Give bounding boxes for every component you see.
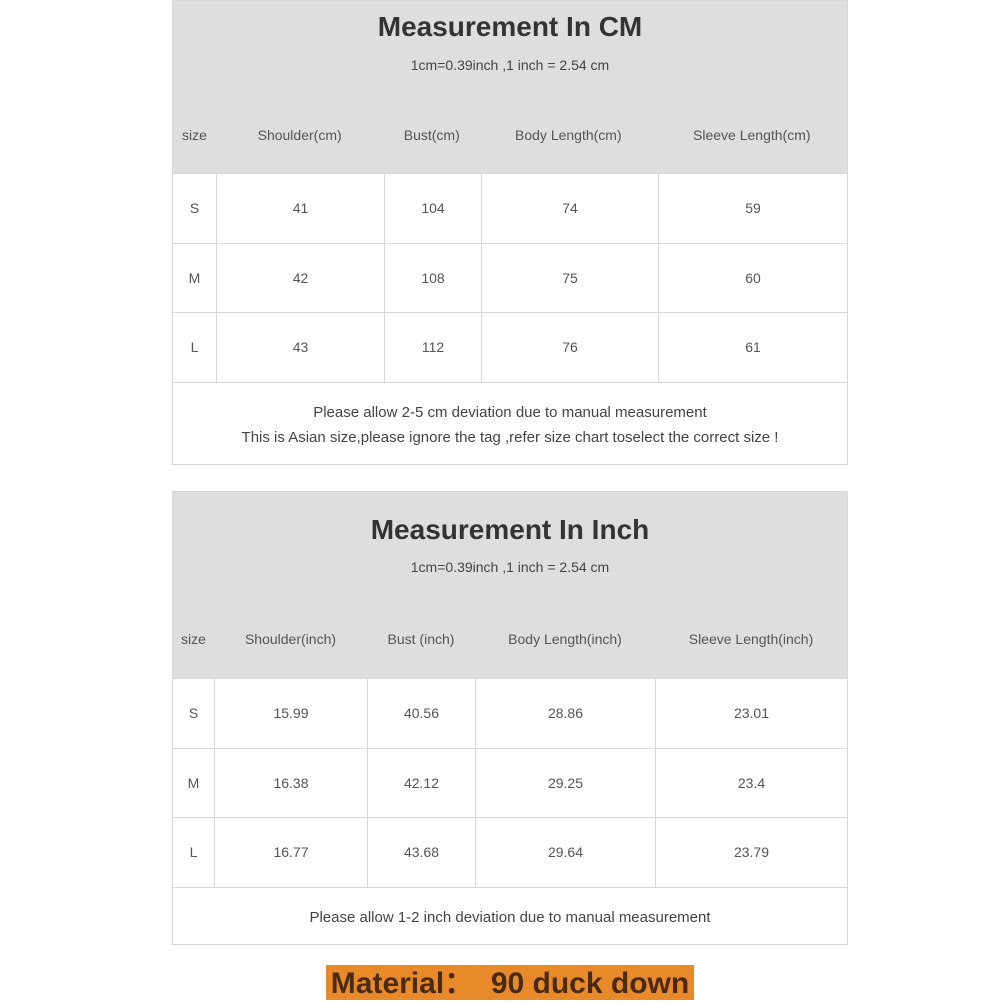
cm-table-title: Measurement In CM bbox=[377, 11, 643, 42]
column-header: size bbox=[181, 631, 206, 647]
column-header: Bust (inch) bbox=[387, 631, 455, 647]
value-cell: 29.25 bbox=[475, 748, 655, 817]
table-row: L 43 112 76 61 bbox=[173, 312, 847, 382]
column-header: size bbox=[181, 127, 207, 143]
value-cell: 104 bbox=[384, 174, 481, 243]
cm-table-notes: Please allow 2-5 cm deviation due to man… bbox=[173, 381, 847, 468]
cm-table-header: Measurement In CM 1cm=0.39inch ,1 inch =… bbox=[173, 1, 847, 173]
table-row: S 15.99 40.56 28.86 23.01 bbox=[173, 678, 847, 748]
value-cell: 23.79 bbox=[655, 818, 847, 887]
column-header: Bust(cm) bbox=[403, 127, 460, 143]
value-cell: 74 bbox=[481, 174, 658, 243]
value-cell: 28.86 bbox=[475, 679, 655, 748]
value-cell: 15.99 bbox=[214, 679, 367, 748]
inch-column-headers: size Shoulder(inch) Bust (inch) Body Len… bbox=[173, 625, 847, 653]
column-header: Sleeve Length(inch) bbox=[688, 631, 814, 647]
inch-table-notes: Please allow 1-2 inch deviation due to m… bbox=[173, 886, 847, 948]
value-cell: 41 bbox=[216, 174, 384, 243]
value-cell: 23.4 bbox=[655, 748, 847, 817]
column-header: Sleeve Length(cm) bbox=[693, 127, 811, 143]
size-cell: S bbox=[189, 200, 200, 217]
value-cell: 42 bbox=[216, 243, 384, 312]
value-cell: 16.77 bbox=[214, 818, 367, 887]
size-cell: S bbox=[188, 705, 199, 722]
table-row: S 41 104 74 59 bbox=[173, 173, 847, 243]
value-cell: 60 bbox=[658, 243, 847, 312]
inch-table-title: Measurement In Inch bbox=[370, 514, 650, 545]
cm-column-headers: size Shoulder(cm) Bust(cm) Body Length(c… bbox=[173, 121, 847, 149]
value-cell: 76 bbox=[481, 313, 658, 382]
value-cell: 108 bbox=[384, 243, 481, 312]
value-cell: 75 bbox=[481, 243, 658, 312]
table-row: L 16.77 43.68 29.64 23.79 bbox=[173, 817, 847, 887]
note-line: Please allow 2-5 cm deviation due to man… bbox=[313, 404, 707, 421]
value-cell: 43.68 bbox=[367, 818, 475, 887]
value-cell: 43 bbox=[216, 313, 384, 382]
table-row: M 16.38 42.12 29.25 23.4 bbox=[173, 747, 847, 817]
note-line: This is Asian size,please ignore the tag… bbox=[241, 429, 779, 446]
note-line: Please allow 1-2 inch deviation due to m… bbox=[309, 909, 711, 926]
value-cell: 16.38 bbox=[214, 748, 367, 817]
value-cell: 59 bbox=[658, 174, 847, 243]
size-cell: M bbox=[188, 269, 201, 286]
column-header: Body Length(cm) bbox=[515, 127, 622, 143]
cm-size-table: Measurement In CM 1cm=0.39inch ,1 inch =… bbox=[172, 0, 848, 465]
value-cell: 42.12 bbox=[367, 748, 475, 817]
size-cell: M bbox=[187, 774, 200, 791]
value-cell: 40.56 bbox=[367, 679, 475, 748]
material-banner: Material： 90 duck down bbox=[326, 965, 694, 1000]
inch-conversion-note: 1cm=0.39inch ,1 inch = 2.54 cm bbox=[410, 559, 610, 575]
column-header: Body Length(inch) bbox=[508, 631, 622, 647]
value-cell: 112 bbox=[384, 313, 481, 382]
size-cell: L bbox=[190, 339, 199, 356]
size-cell: L bbox=[189, 844, 198, 861]
value-cell: 61 bbox=[658, 313, 847, 382]
column-header: Shoulder(inch) bbox=[244, 631, 337, 647]
inch-table-header: Measurement In Inch 1cm=0.39inch ,1 inch… bbox=[173, 492, 847, 678]
table-row: M 42 108 75 60 bbox=[173, 242, 847, 312]
column-header: Shoulder(cm) bbox=[257, 127, 342, 143]
value-cell: 29.64 bbox=[475, 818, 655, 887]
cm-conversion-note: 1cm=0.39inch ,1 inch = 2.54 cm bbox=[410, 57, 610, 73]
value-cell: 23.01 bbox=[655, 679, 847, 748]
inch-size-table: Measurement In Inch 1cm=0.39inch ,1 inch… bbox=[172, 491, 848, 945]
